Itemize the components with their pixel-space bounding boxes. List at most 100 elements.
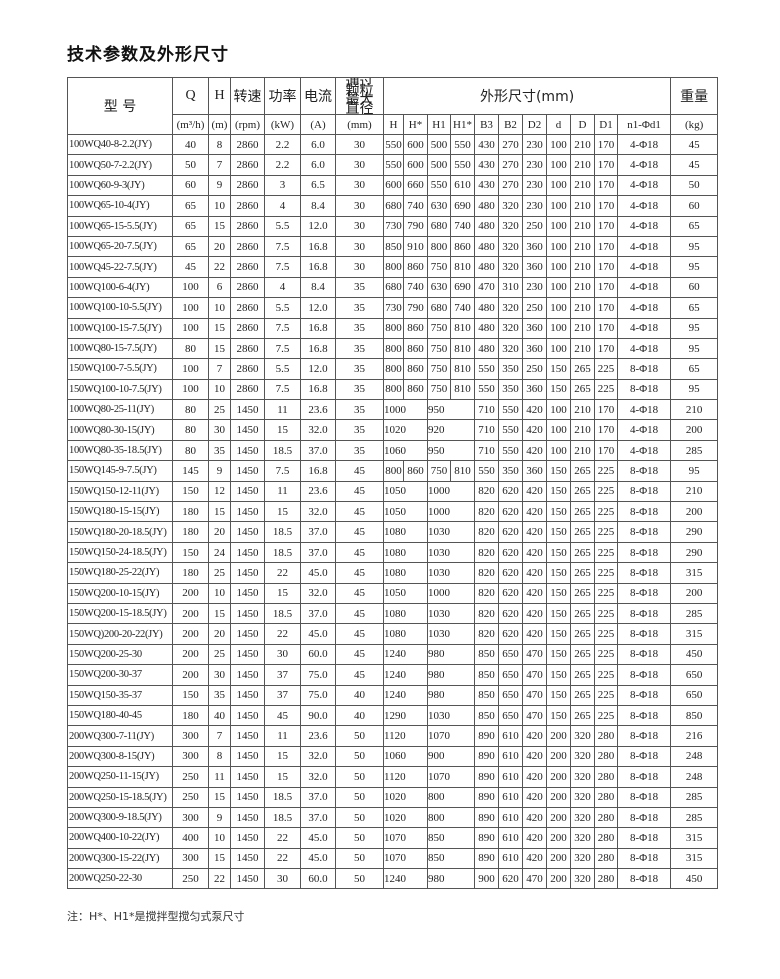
- value-cell: 270: [498, 154, 523, 176]
- value-cell: 40: [335, 684, 384, 706]
- dim-column-header: D2: [522, 114, 547, 135]
- value-cell: 32.0: [300, 745, 336, 768]
- value-cell: 320: [498, 195, 523, 217]
- value-cell: 1050: [383, 582, 428, 604]
- value-cell: 1000: [383, 399, 428, 421]
- value-cell: 280: [594, 868, 618, 890]
- model-cell: 150WQ200-25-30: [67, 643, 173, 666]
- value-cell: 45: [335, 541, 384, 564]
- table-row: 150WQ150-12-11(JY) 150 12 1450 11 23.6 45 1050 1…: [67, 480, 719, 503]
- value-cell: 8-Φ18: [616, 501, 672, 523]
- value-cell: 850: [474, 664, 499, 686]
- value-cell: 650: [498, 643, 523, 666]
- value-cell: 1000: [427, 501, 475, 523]
- value-cell: 860: [403, 337, 428, 360]
- dim-column-header: D1: [594, 114, 618, 135]
- value-cell: 420: [522, 786, 547, 808]
- value-cell: 37.0: [300, 541, 336, 564]
- value-cell: 24: [208, 541, 231, 564]
- value-cell: 100: [172, 358, 209, 380]
- value-cell: 32.0: [300, 501, 336, 523]
- value-cell: 420: [522, 419, 547, 441]
- value-cell: 680: [427, 215, 451, 237]
- value-cell: 470: [522, 868, 547, 890]
- value-cell: 2.2: [264, 154, 301, 176]
- value-cell: 800: [427, 806, 475, 829]
- value-cell: 300: [172, 847, 209, 870]
- value-cell: 950: [427, 399, 475, 421]
- value-cell: 730: [383, 215, 404, 237]
- value-cell: 500: [427, 154, 451, 176]
- value-cell: 90.0: [300, 704, 336, 727]
- value-cell: 30: [335, 195, 384, 217]
- value-cell: 400: [172, 827, 209, 849]
- value-cell: 30: [335, 235, 384, 258]
- value-cell: 30: [335, 133, 384, 156]
- value-cell: 265: [570, 378, 595, 401]
- value-cell: 7: [208, 154, 231, 176]
- value-cell: 65: [670, 297, 719, 319]
- value-cell: 200: [172, 602, 209, 625]
- value-cell: 170: [594, 317, 618, 339]
- dim-column-header: H: [383, 114, 404, 135]
- value-cell: 45: [670, 133, 719, 156]
- weight-unit: (kg): [670, 114, 719, 135]
- value-cell: 750: [427, 378, 451, 401]
- value-cell: 420: [522, 725, 547, 747]
- value-cell: 25: [208, 562, 231, 584]
- value-cell: 210: [570, 419, 595, 441]
- value-cell: 45: [335, 664, 384, 686]
- value-cell: 8-Φ18: [616, 460, 672, 482]
- value-cell: 50: [335, 766, 384, 788]
- value-cell: 1080: [383, 541, 428, 564]
- value-cell: 350: [498, 460, 523, 482]
- table-row: 100WQ65-20-7.5(JY) 65 20 2860 7.5 16.8 30 850 91…: [67, 235, 719, 258]
- value-cell: 40: [208, 704, 231, 727]
- value-cell: 200: [546, 847, 571, 870]
- value-cell: 1450: [230, 541, 265, 564]
- value-cell: 850: [427, 827, 475, 849]
- value-cell: 15: [264, 419, 301, 441]
- model-cell: 200WQ300-9-18.5(JY): [67, 806, 173, 829]
- value-cell: 680: [383, 195, 404, 217]
- model-cell: 150WQ200-10-15(JY): [67, 582, 173, 604]
- value-cell: 2860: [230, 256, 265, 278]
- value-cell: 2860: [230, 276, 265, 299]
- value-cell: 45: [335, 460, 384, 482]
- value-cell: 100: [546, 174, 571, 197]
- value-cell: 23.6: [300, 399, 336, 421]
- header-speed: 转速: [230, 77, 265, 115]
- table-row: 150WQ150-35-37 150 35 1450 37 75.0 40 1240 980 85…: [67, 684, 719, 706]
- unit-label: (kW): [264, 114, 301, 135]
- value-cell: 1450: [230, 766, 265, 788]
- value-cell: 9: [208, 174, 231, 197]
- value-cell: 2860: [230, 133, 265, 156]
- value-cell: 210: [670, 399, 719, 421]
- model-cell: 150WQ150-24-18.5(JY): [67, 541, 173, 564]
- value-cell: 10: [208, 195, 231, 217]
- value-cell: 15: [208, 847, 231, 870]
- value-cell: 420: [522, 501, 547, 523]
- value-cell: 1290: [383, 704, 428, 727]
- model-cell: 150WQ180-15-15(JY): [67, 501, 173, 523]
- model-cell: 100WQ40-8-2.2(JY): [67, 133, 173, 156]
- value-cell: 248: [670, 745, 719, 768]
- value-cell: 210: [570, 174, 595, 197]
- value-cell: 430: [474, 154, 499, 176]
- value-cell: 280: [594, 725, 618, 747]
- value-cell: 250: [522, 215, 547, 237]
- value-cell: 1450: [230, 419, 265, 441]
- value-cell: 6.0: [300, 133, 336, 156]
- value-cell: 480: [474, 256, 499, 278]
- value-cell: 250: [522, 358, 547, 380]
- value-cell: 150: [546, 704, 571, 727]
- model-cell: 150WQ180-25-22(JY): [67, 562, 173, 584]
- value-cell: 100: [546, 297, 571, 319]
- value-cell: 320: [570, 827, 595, 849]
- value-cell: 30: [264, 868, 301, 890]
- value-cell: 1450: [230, 847, 265, 870]
- value-cell: 200: [172, 664, 209, 686]
- model-cell: 100WQ100-6-4(JY): [67, 276, 173, 299]
- value-cell: 910: [403, 235, 428, 258]
- value-cell: 18.5: [264, 521, 301, 543]
